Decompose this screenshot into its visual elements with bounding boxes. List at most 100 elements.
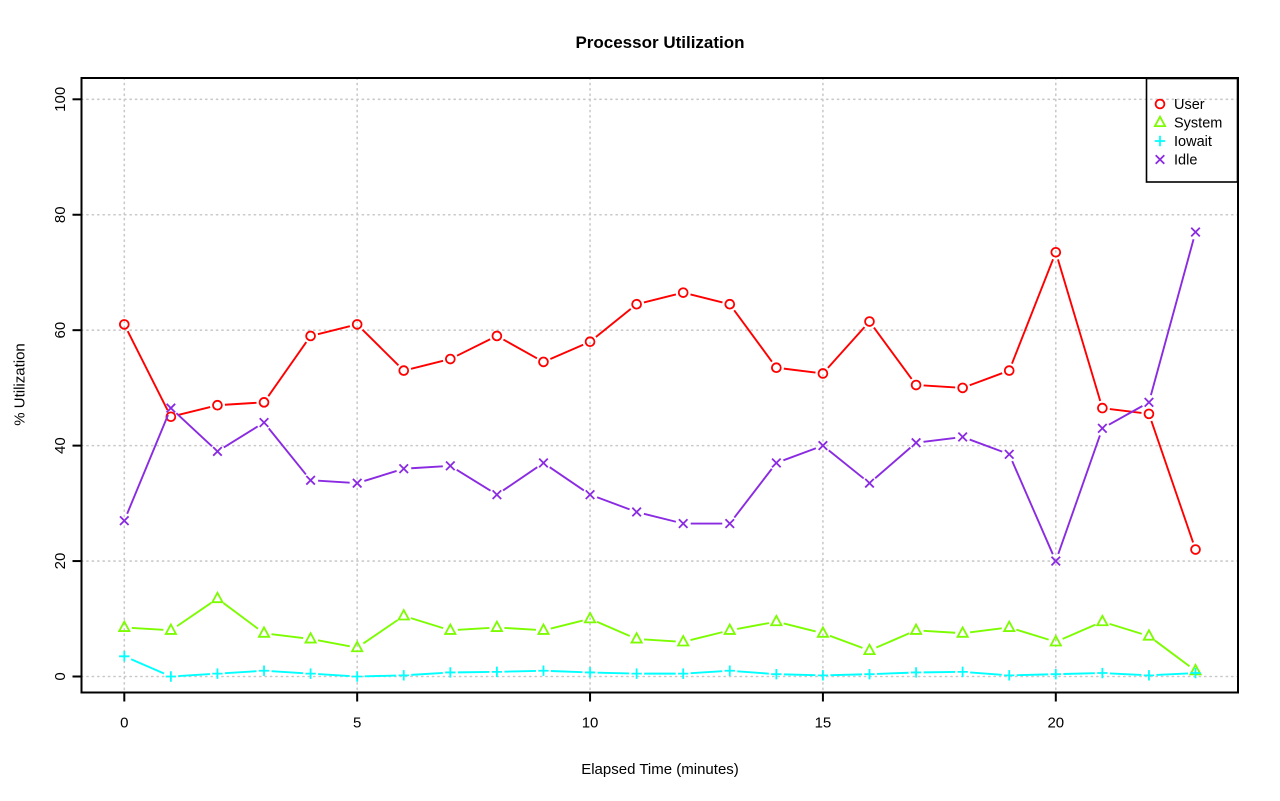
data-point-user-14 [771,362,782,373]
data-point-idle-2 [212,446,223,457]
line-segment [1109,672,1142,676]
data-point-iowait-23 [1190,667,1201,679]
data-point-system-13 [723,622,737,635]
legend-marker-user [1154,98,1166,110]
line-segment [830,673,863,677]
line-segment [267,341,308,397]
data-point-idle-7 [445,460,456,471]
legend-label-idle: Idle [1174,153,1197,169]
data-point-user-11 [631,298,642,310]
data-point-user-4 [305,330,316,342]
line-segment [130,658,165,675]
data-point-system-5 [350,639,364,653]
data-point-user-18 [957,382,968,394]
data-point-iowait-6 [398,670,409,681]
series-iowait [119,651,1201,682]
data-point-system-19 [1002,619,1016,632]
data-point-iowait-17 [910,667,922,678]
line-segment [178,673,211,677]
line-segment [644,638,676,643]
line-segment [783,622,816,633]
data-point-iowait-20 [1050,668,1061,680]
line-segment [1063,672,1095,675]
data-point-idle-0 [119,515,130,526]
data-point-user-23 [1190,544,1201,555]
line-segment [318,479,350,484]
data-point-system-6 [397,608,411,621]
gridlines [80,77,1239,694]
data-point-user-20 [1050,246,1062,258]
line-segment [873,327,913,380]
line-segment [923,436,956,443]
data-point-iowait-3 [258,665,270,676]
line-segment [643,293,677,304]
line-segment [1108,405,1143,426]
data-point-user-3 [258,397,270,408]
x-axis-title: Elapsed Time (minutes) [581,761,739,778]
line-segment [361,329,400,366]
data-point-idle-17 [911,437,922,448]
legend-item-user: User [1154,97,1205,113]
data-point-system-9 [536,622,551,635]
series-system-markers [117,590,1203,676]
line-segment [550,619,583,630]
line-segment [502,338,538,360]
line-segment [643,512,677,523]
data-point-idle-19 [1004,449,1015,460]
data-point-system-14 [769,613,783,627]
line-segment [362,619,399,645]
line-segment [783,673,816,677]
data-point-idle-3 [259,417,269,428]
data-point-system-18 [956,625,970,638]
legend-marker-idle [1155,154,1165,165]
line-segment [736,622,770,630]
line-segment [874,446,912,479]
data-point-user-7 [445,353,456,365]
data-point-user-22 [1143,408,1155,420]
data-point-idle-20 [1050,556,1061,566]
data-point-iowait-14 [771,668,782,680]
line-segment [1016,628,1049,641]
line-segment [969,372,1003,387]
data-point-iowait-12 [678,668,689,679]
data-point-idle-11 [631,507,642,517]
data-point-iowait-0 [119,651,130,662]
data-point-user-15 [817,368,829,379]
y-tick-label-40: 40 [52,437,69,454]
line-segment [827,326,866,369]
data-point-idle-16 [864,478,875,489]
line-segment [1156,672,1189,676]
series-user-markers [119,246,1201,555]
series-user-line [126,258,1194,543]
line-segment [596,620,631,637]
line-segment [1150,239,1195,396]
data-point-system-2 [210,590,225,604]
data-point-idle-12 [678,518,689,529]
series-iowait-line [130,658,1189,678]
x-tick-label-10: 10 [582,715,599,732]
line-segment [876,671,909,675]
data-point-user-17 [910,379,922,391]
y-tick-label-20: 20 [52,553,69,570]
data-point-iowait-13 [724,665,735,676]
line-segment [923,629,956,634]
line-segment [829,634,863,649]
line-segment [923,384,956,389]
data-point-system-0 [117,619,131,632]
data-point-iowait-5 [351,671,363,682]
line-segment [456,338,491,357]
line-segment [690,293,723,304]
line-segment [969,627,1002,634]
series-iowait-markers [119,651,1201,682]
data-point-system-11 [630,631,644,644]
series-system [117,590,1203,676]
line-segment [318,673,350,677]
line-segment [1062,623,1096,640]
chart-title: Processor Utilization [575,33,745,52]
data-point-idle-5 [352,478,363,489]
line-segment [597,671,630,675]
line-segment [783,367,816,374]
legend-marker-system [1153,114,1167,127]
line-segment [411,671,443,676]
